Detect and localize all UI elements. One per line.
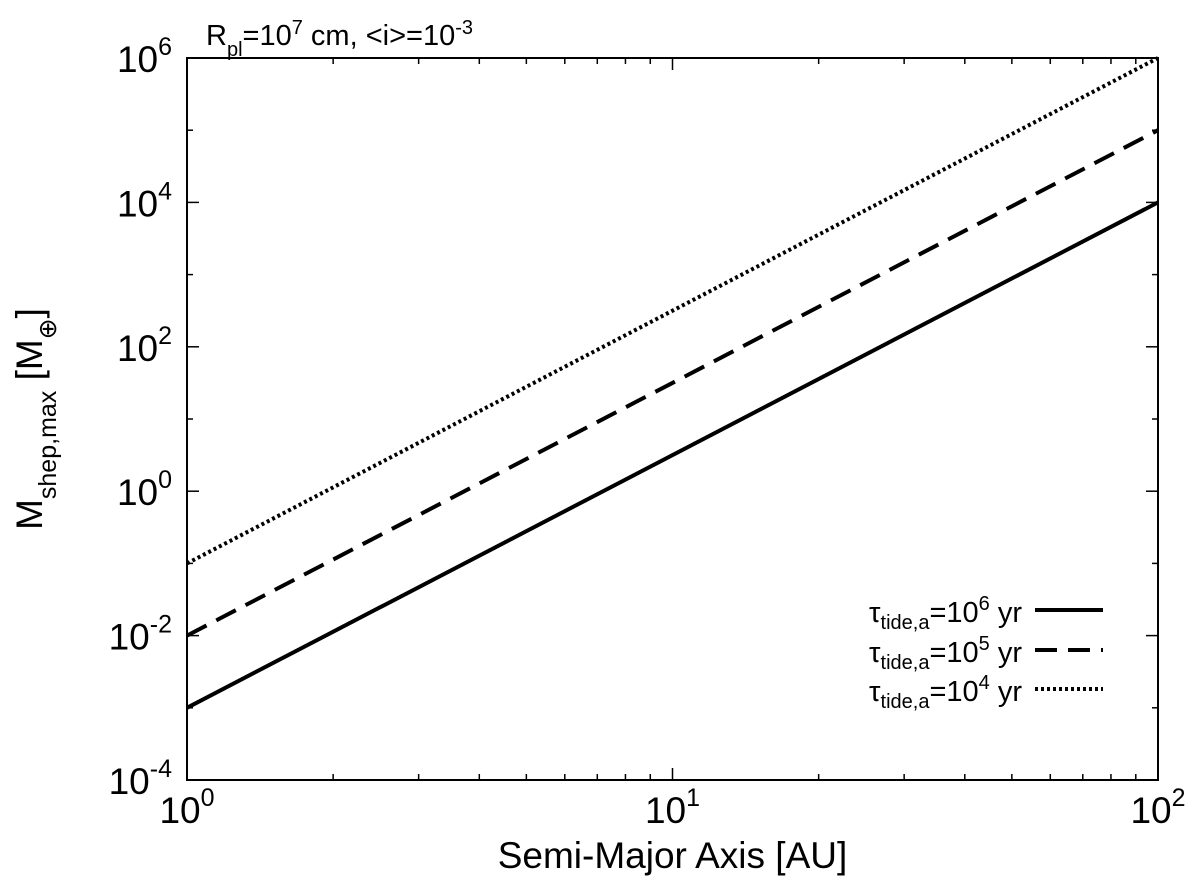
y-tick-label: 10-2 — [109, 611, 172, 658]
series-line-solid — [186, 200, 1159, 710]
y-tick-label: 104 — [117, 177, 172, 224]
chart-title: Rpl=107 cm, <i>=10-3 — [206, 17, 473, 61]
y-tick-label: 102 — [117, 322, 172, 369]
y-tick-label: 10-4 — [109, 755, 172, 802]
series-line-dashed — [186, 128, 1159, 638]
plot-frame — [186, 57, 1159, 781]
x-axis-label: Semi-Major Axis [AU] — [498, 835, 848, 876]
x-tick-label: 102 — [1130, 784, 1185, 831]
x-tick-label: 101 — [645, 784, 700, 831]
legend-label: τtide,a=104 yr — [869, 672, 1022, 713]
series-layer — [186, 56, 1159, 710]
legend-label: τtide,a=106 yr — [869, 593, 1022, 634]
series-line-dotted — [186, 56, 1159, 566]
y-tick-label: 100 — [117, 466, 172, 513]
tick-layer — [186, 57, 1159, 781]
x-tick-label: 100 — [159, 784, 214, 831]
tick-label-layer: 100 101 102 10-4 10-2 100 102 104 106 — [109, 33, 1186, 831]
y-tick-label: 106 — [117, 33, 172, 80]
legend-label: τtide,a=105 yr — [869, 633, 1022, 674]
y-axis-label: Mshep,max [M⊕] — [9, 308, 62, 530]
